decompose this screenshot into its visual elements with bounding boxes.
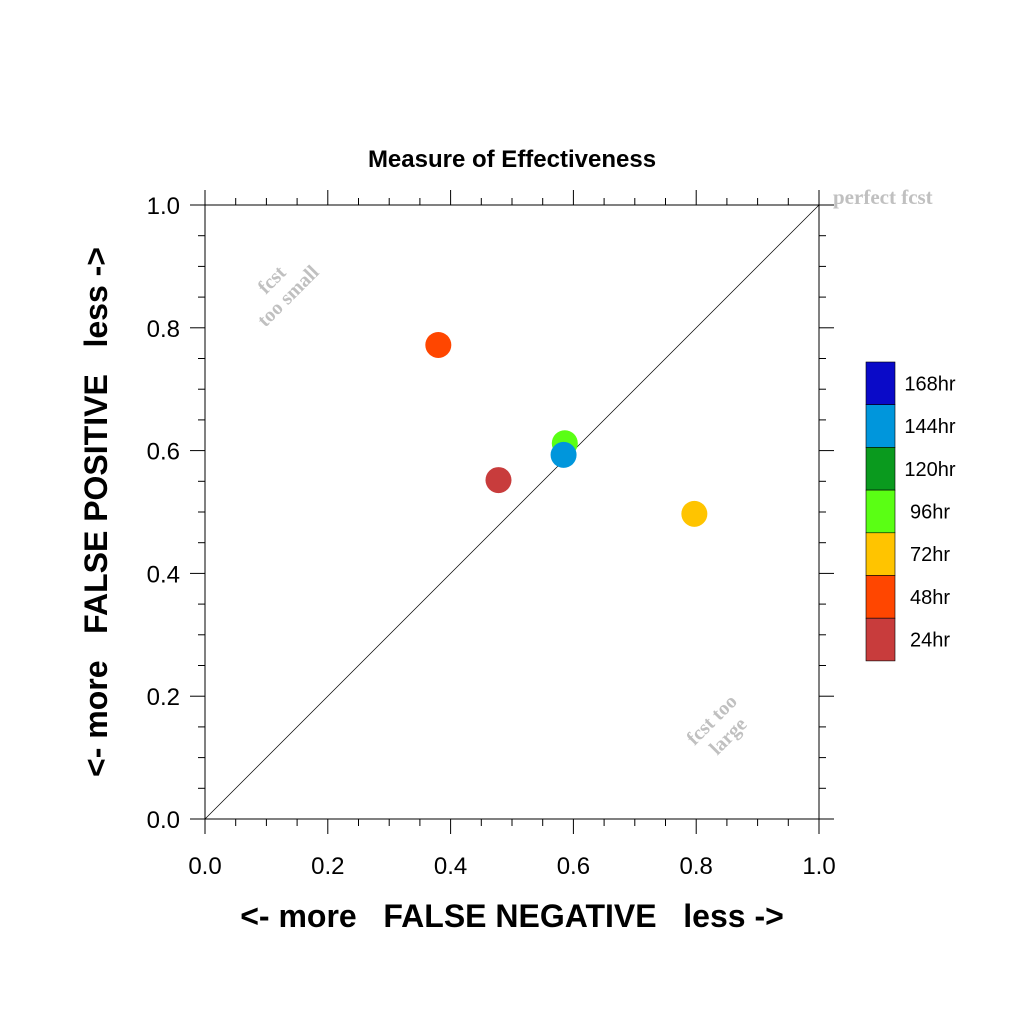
- plot-area: 0.0 0.2 0.4 0.6 0.8 1.0 0.0 0.2 0.4 0.6 0.8 1.0: [147, 190, 836, 880]
- legend-swatch-24hr: [865, 617, 896, 662]
- y-tick-label: 0.8: [147, 316, 180, 343]
- y-tick-label: 0.6: [147, 439, 180, 466]
- too-large-annotation: fcst too large: [683, 691, 752, 760]
- legend-label-48hr: 48hr: [910, 587, 950, 609]
- x-tick-label: 0.6: [557, 853, 590, 880]
- legend-label-96hr: 96hr: [910, 501, 950, 523]
- legend: 168hr 144hr 120hr 96hr 72hr 48hr 24hr: [865, 361, 956, 662]
- too-small-annotation: fcst too small: [253, 261, 323, 331]
- chart-title: Measure of Effectiveness: [368, 146, 656, 173]
- data-point-24hr: [485, 467, 512, 494]
- legend-label-72hr: 72hr: [910, 544, 950, 566]
- data-point-72hr: [681, 500, 708, 527]
- data-point-48hr: [425, 331, 452, 358]
- legend-swatch-144hr: [865, 404, 896, 448]
- data-points: [425, 331, 708, 527]
- legend-swatch-120hr: [865, 447, 896, 491]
- x-tick-label: 0.4: [434, 853, 467, 880]
- legend-swatch-72hr: [865, 532, 896, 576]
- x-tick-labels: 0.0 0.2 0.4 0.6 0.8 1.0: [188, 853, 835, 880]
- legend-swatch-96hr: [865, 489, 896, 534]
- perfect-forecast-annotation: perfect fcst: [833, 185, 933, 209]
- x-axis-label: <- more FALSE NEGATIVE less ->: [240, 898, 784, 934]
- legend-swatch-168hr: [865, 361, 896, 406]
- x-tick-label: 0.2: [311, 853, 344, 880]
- x-tick-label: 1.0: [802, 853, 835, 880]
- y-tick-label: 0.4: [147, 561, 180, 588]
- axis-ticks: [190, 190, 834, 834]
- x-tick-label: 0.8: [680, 853, 713, 880]
- y-axis-label: <- more FALSE POSITIVE less ->: [78, 247, 114, 777]
- legend-label-24hr: 24hr: [910, 630, 950, 652]
- y-tick-label: 1.0: [147, 193, 180, 220]
- data-point-144hr: [550, 441, 577, 468]
- legend-swatch-48hr: [865, 575, 896, 619]
- y-tick-labels: 0.0 0.2 0.4 0.6 0.8 1.0: [147, 193, 180, 834]
- legend-label-168hr: 168hr: [904, 373, 955, 395]
- x-tick-label: 0.0: [188, 853, 221, 880]
- y-tick-label: 0.2: [147, 684, 180, 711]
- diagonal-reference-line: [204, 204, 820, 820]
- legend-label-144hr: 144hr: [904, 416, 955, 438]
- y-tick-label: 0.0: [147, 807, 180, 834]
- legend-label-120hr: 120hr: [904, 459, 955, 481]
